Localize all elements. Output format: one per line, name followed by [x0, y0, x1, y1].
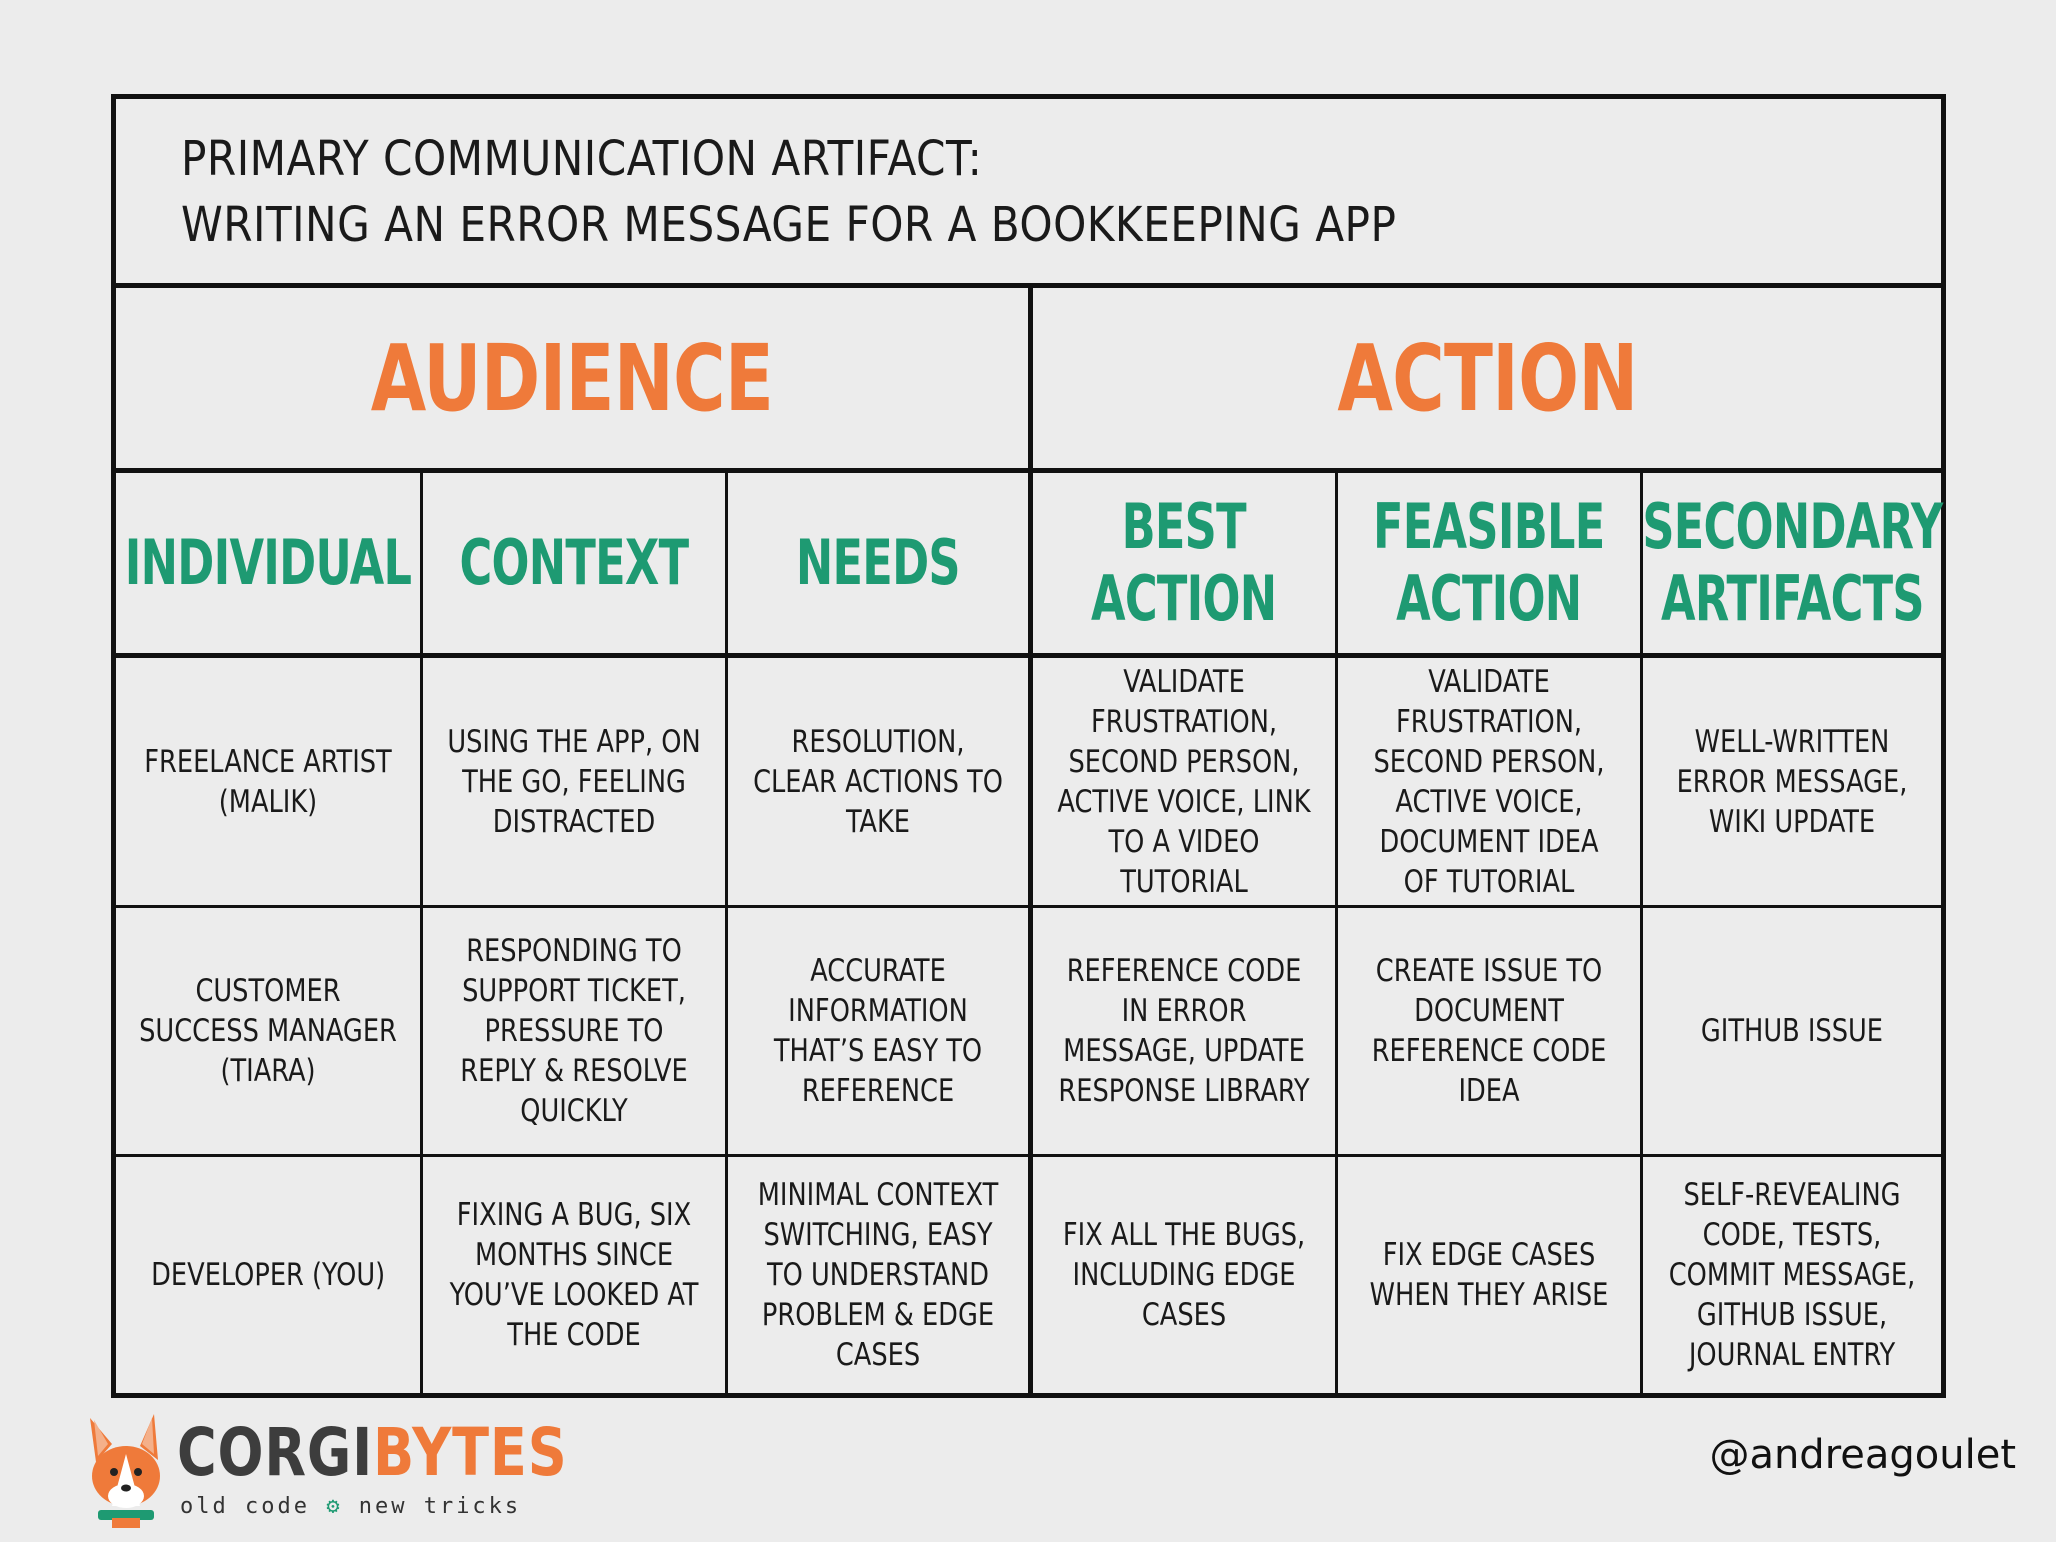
table-cell-context: RESPONDING TO SUPPORT TICKET, PRESSURE T… [460, 933, 688, 1129]
divider [1335, 473, 1338, 1393]
logo-tagline: old code ⚙ new tricks [180, 1494, 521, 1519]
gear-icon: ⚙ [326, 1494, 343, 1519]
logo-wordmark: CORGIBYTES [177, 1418, 568, 1488]
table-cell-needs: RESOLUTION, CLEAR ACTIONS TO TAKE [753, 723, 1003, 840]
table-cell-feasible-action: VALIDATE FRUSTRATION, SECOND PERSON, ACT… [1373, 663, 1605, 900]
divider [420, 473, 423, 1393]
table-cell-secondary-artifacts: WELL-WRITTEN ERROR MESSAGE, WIKI UPDATE [1676, 723, 1908, 840]
column-heading-secondary-artifacts: SECONDARY ARTIFACTS [1641, 490, 1943, 635]
column-heading-feasible-action: FEASIBLE ACTION [1373, 490, 1605, 635]
table-cell-needs: MINIMAL CONTEXT SWITCHING, EASY TO UNDER… [757, 1177, 999, 1373]
column-heading-needs: NEEDS [796, 526, 961, 599]
column-heading-best-action: BEST ACTION [1091, 490, 1277, 635]
author-handle: @andreagoulet [1709, 1432, 2016, 1478]
artifact-table: PRIMARY COMMUNICATION ARTIFACT: WRITING … [111, 94, 1946, 1398]
page-title: PRIMARY COMMUNICATION ARTIFACT: WRITING … [116, 99, 1941, 284]
divider [1640, 473, 1643, 1393]
divider [116, 283, 1941, 288]
column-heading-individual: INDIVIDUAL [124, 526, 412, 599]
logo-wordmark-part-1: CORGI [177, 1414, 374, 1491]
tagline-left: old code [180, 1494, 310, 1519]
table-cell-feasible-action: FIX EDGE CASES WHEN THEY ARISE [1369, 1237, 1609, 1313]
table-cell-context: USING THE APP, ON THE GO, FEELING DISTRA… [447, 723, 701, 840]
divider [1028, 288, 1033, 1393]
table-cell-individual: DEVELOPER (YOU) [151, 1257, 385, 1293]
table-cell-best-action: REFERENCE CODE IN ERROR MESSAGE, UPDATE … [1058, 953, 1310, 1109]
table-cell-best-action: FIX ALL THE BUGS, INCLUDING EDGE CASES [1062, 1217, 1306, 1333]
divider [725, 473, 728, 1393]
table-cell-needs: ACCURATE INFORMATION THAT’S EASY TO REFE… [773, 953, 983, 1109]
table-cell-secondary-artifacts: GITHUB ISSUE [1700, 1013, 1884, 1049]
title-line-1: PRIMARY COMMUNICATION ARTIFACT: [181, 130, 983, 187]
group-heading-audience: AUDIENCE [370, 324, 774, 432]
corgi-logo-icon [90, 1414, 160, 1528]
group-heading-action: ACTION [1336, 324, 1638, 432]
column-heading-context: CONTEXT [459, 526, 690, 599]
table-cell-secondary-artifacts: SELF-REVEALING CODE, TESTS, COMMIT MESSA… [1668, 1177, 1916, 1373]
tagline-right: new tricks [358, 1494, 522, 1519]
table-cell-context: FIXING A BUG, SIX MONTHS SINCE YOU’VE LO… [449, 1197, 699, 1353]
table-cell-best-action: VALIDATE FRUSTRATION, SECOND PERSON, ACT… [1057, 663, 1311, 900]
corgibytes-logo: CORGIBYTES old code ⚙ new tricks [82, 1410, 567, 1530]
table-cell-individual: FREELANCE ARTIST (MALIK) [144, 743, 392, 820]
table-cell-individual: CUSTOMER SUCCESS MANAGER (TIARA) [139, 973, 397, 1089]
table-cell-feasible-action: CREATE ISSUE TO DOCUMENT REFERENCE CODE … [1371, 953, 1607, 1109]
logo-wordmark-part-2: BYTES [373, 1414, 568, 1491]
title-line-2: WRITING AN ERROR MESSAGE FOR A BOOKKEEPI… [181, 196, 1397, 253]
